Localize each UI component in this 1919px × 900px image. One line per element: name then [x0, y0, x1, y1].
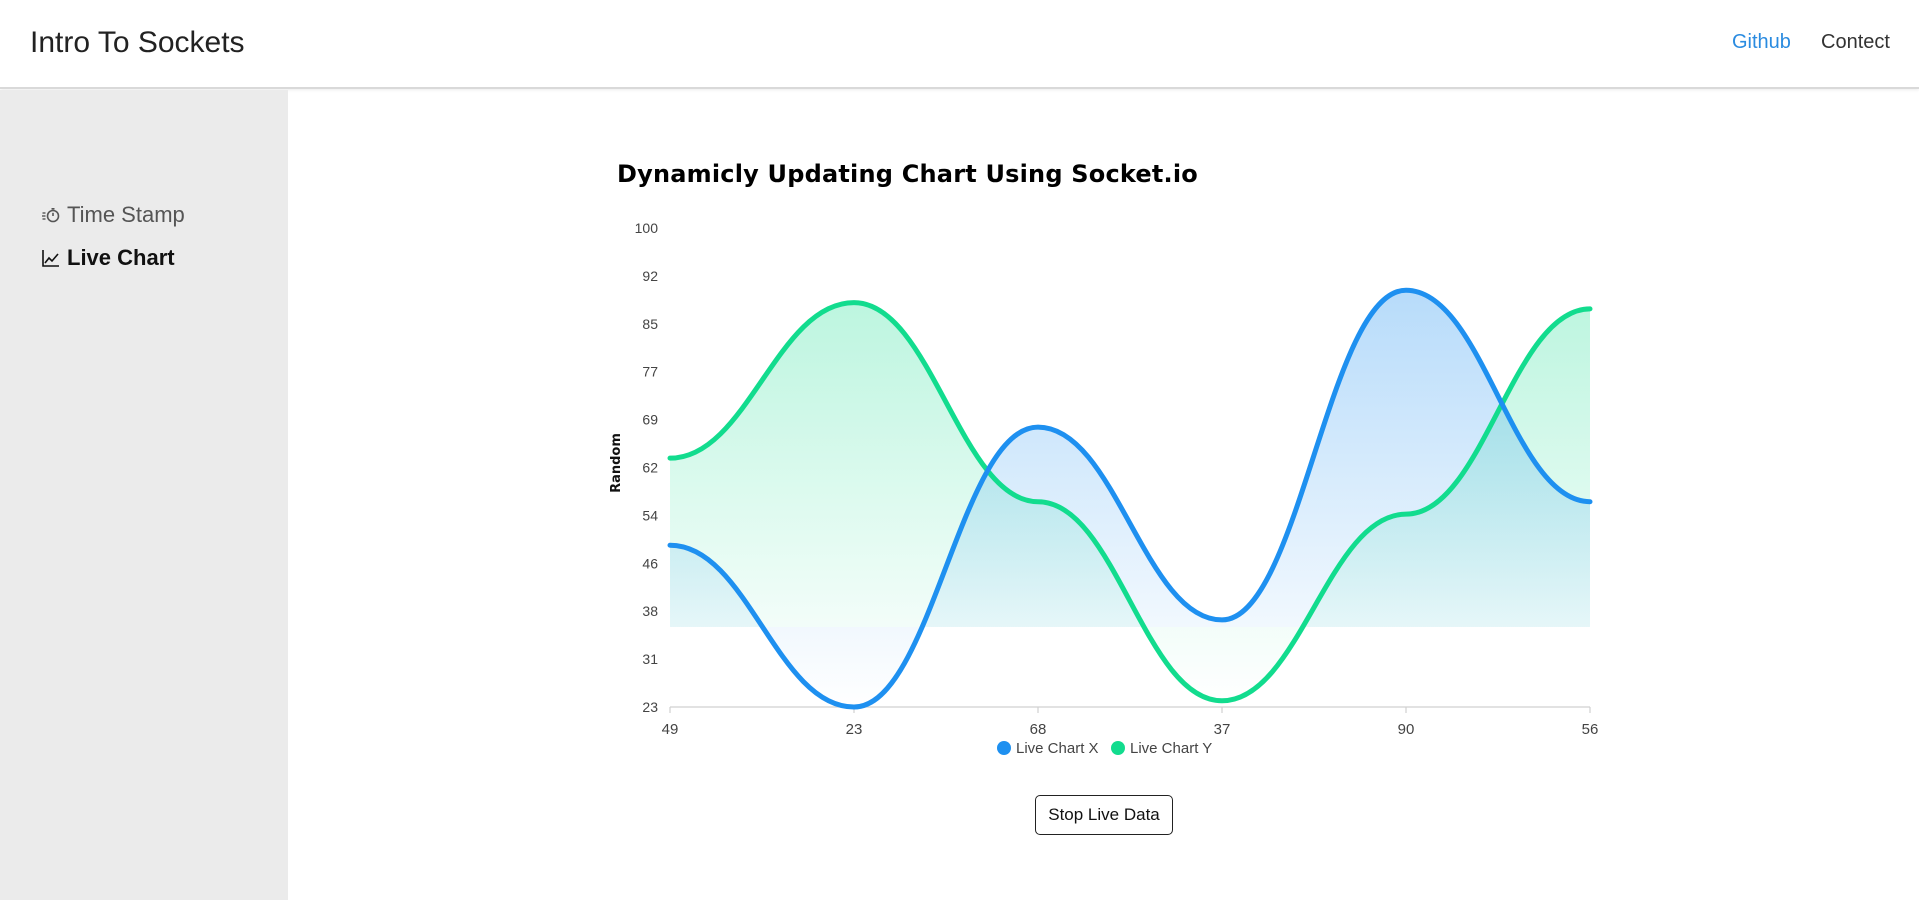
x-tick-label: 68 [1030, 721, 1047, 738]
series-line-y [667, 300, 1593, 704]
legend-item-y[interactable]: Live Chart Y [1111, 740, 1212, 757]
x-tick-label: 56 [1582, 721, 1599, 738]
legend-label: Live Chart X [1016, 740, 1099, 757]
line-chart-icon [41, 248, 61, 268]
nav-link-github[interactable]: Github [1732, 31, 1791, 53]
sidebar-item-time-stamp[interactable]: Time Stamp [41, 202, 185, 228]
y-tick-label: 77 [642, 364, 658, 380]
y-tick-label: 100 [635, 220, 659, 236]
legend-marker [1111, 741, 1125, 755]
legend-label: Live Chart Y [1130, 740, 1212, 757]
sidebar-item-live-chart[interactable]: Live Chart [41, 245, 175, 271]
top-navbar: Intro To Sockets Github Contect [0, 0, 1919, 89]
y-tick-label: 46 [642, 555, 658, 571]
nav-link-contect[interactable]: Contect [1821, 31, 1890, 53]
x-tick-label: 37 [1214, 721, 1231, 738]
y-tick-label: 23 [642, 699, 658, 715]
y-tick-label: 85 [642, 316, 658, 332]
series-line-x [667, 287, 1593, 710]
legend-item-x[interactable]: Live Chart X [997, 740, 1099, 757]
app-title[interactable]: Intro To Sockets [30, 26, 245, 59]
x-tick-label: 90 [1398, 721, 1415, 738]
x-tick-label: 49 [662, 721, 679, 738]
series-area-x [670, 290, 1590, 707]
sidebar-item-label: Live Chart [67, 245, 175, 270]
y-tick-label: 38 [642, 603, 658, 619]
y-axis-title: Random [609, 433, 624, 493]
y-tick-label: 62 [642, 460, 658, 476]
sidebar-item-label: Time Stamp [67, 202, 185, 227]
y-tick-label: 54 [642, 507, 658, 523]
chart-title: Dynamicly Updating Chart Using Socket.io [617, 160, 1198, 188]
y-tick-label: 92 [642, 268, 658, 284]
y-tick-label: 31 [642, 651, 658, 667]
legend-marker [997, 741, 1011, 755]
y-tick-label: 69 [642, 412, 658, 428]
sidebar: Time Stamp Live Chart [0, 90, 288, 900]
x-tick-label: 23 [846, 721, 863, 738]
stop-live-data-button[interactable]: Stop Live Data [1035, 795, 1173, 835]
stopwatch-icon [41, 205, 61, 225]
